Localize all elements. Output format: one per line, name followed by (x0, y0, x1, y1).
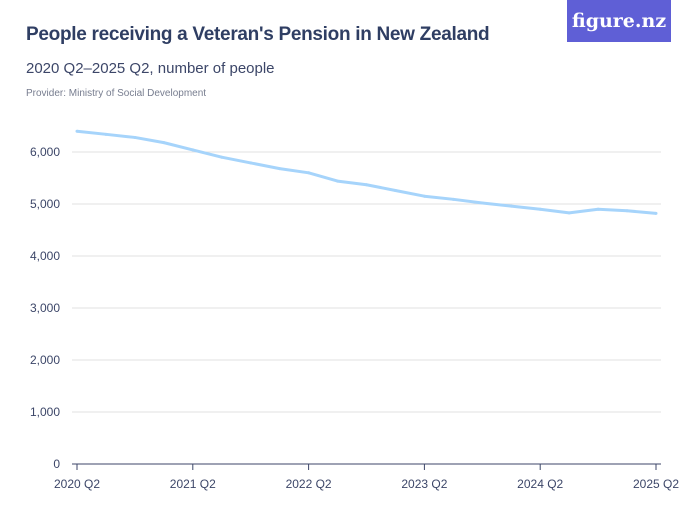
data-point (162, 141, 166, 145)
data-point (220, 155, 224, 159)
chart-subtitle: 2020 Q2–2025 Q2, number of people (26, 60, 275, 77)
figure-nz-logo[interactable]: figure.nz (567, 0, 671, 42)
data-point (307, 171, 311, 175)
y-tick-label: 3,000 (30, 301, 60, 315)
data-point (191, 148, 195, 152)
data-point (278, 167, 282, 171)
data-point (422, 194, 426, 198)
data-point (538, 207, 542, 211)
data-point (393, 188, 397, 192)
data-point (480, 201, 484, 205)
y-tick-label: 4,000 (30, 249, 60, 263)
logo-text: figure.nz (571, 10, 667, 32)
x-tick-label: 2022 Q2 (286, 477, 332, 491)
data-point (451, 197, 455, 201)
data-point (336, 179, 340, 183)
x-tick-label: 2025 Q2 (633, 477, 679, 491)
y-tick-label: 6,000 (30, 145, 60, 159)
data-point (654, 211, 658, 215)
x-tick-label: 2021 Q2 (170, 477, 216, 491)
y-tick-label: 0 (53, 457, 60, 471)
y-tick-label: 2,000 (30, 353, 60, 367)
data-point (104, 132, 108, 136)
x-tick-label: 2024 Q2 (517, 477, 563, 491)
y-tick-label: 5,000 (30, 197, 60, 211)
chart-title: People receiving a Veteran's Pension in … (26, 24, 490, 45)
data-point (596, 207, 600, 211)
data-point (567, 211, 571, 215)
data-point (75, 129, 79, 133)
data-point (509, 204, 513, 208)
data-point (133, 135, 137, 139)
data-point (625, 209, 629, 213)
x-tick-label: 2020 Q2 (54, 477, 100, 491)
x-tick-label: 2023 Q2 (401, 477, 447, 491)
data-point (365, 183, 368, 187)
y-tick-label: 1,000 (30, 405, 60, 419)
data-point (249, 161, 253, 165)
provider-label: Provider: Ministry of Social Development (26, 88, 207, 99)
